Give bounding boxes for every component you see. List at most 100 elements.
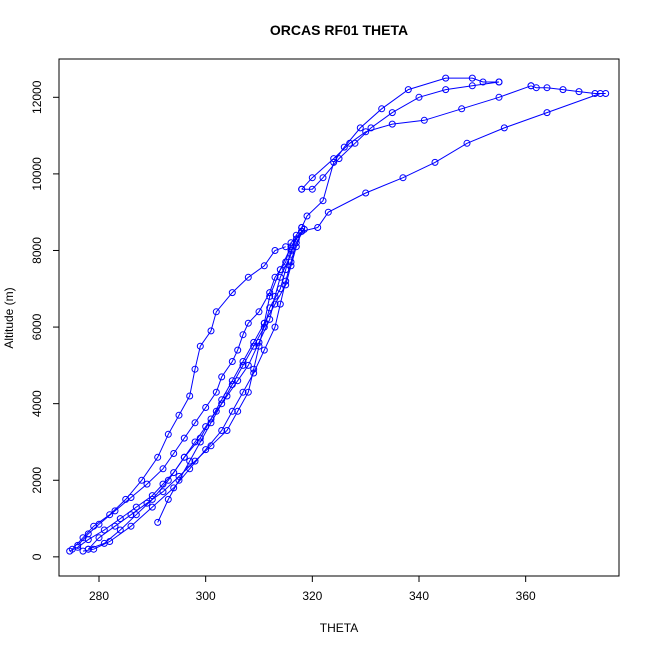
data-point [175, 476, 183, 484]
data-point [95, 520, 103, 528]
y-tick-label: 6000 [30, 313, 44, 340]
data-point [127, 511, 135, 519]
data-point [196, 342, 204, 350]
data-point [116, 515, 124, 523]
data-point [244, 361, 252, 369]
data-point [106, 511, 114, 519]
data-point [202, 446, 210, 454]
data-point [143, 499, 151, 507]
data-point [287, 247, 295, 254]
data-point [255, 342, 263, 350]
x-tick-label: 360 [516, 589, 536, 603]
series-line [82, 229, 305, 552]
y-tick-label: 0 [30, 553, 44, 560]
data-point [271, 247, 279, 254]
data-point [543, 84, 551, 92]
series-line [301, 81, 500, 190]
data-point [388, 120, 396, 128]
data-point [276, 266, 284, 274]
data-point [196, 438, 204, 446]
data-point [175, 411, 183, 419]
data-point [266, 304, 274, 312]
data-point [591, 90, 599, 97]
data-point [164, 495, 172, 503]
data-point [164, 430, 172, 438]
data-point [276, 300, 284, 308]
plot-area [66, 74, 610, 555]
data-point [180, 453, 188, 461]
y-tick-label: 10000 [30, 157, 44, 191]
data-point [388, 109, 396, 117]
data-point [420, 116, 428, 124]
data-point [138, 476, 146, 484]
data-point [559, 86, 567, 94]
data-point [218, 373, 226, 381]
data-point [298, 185, 306, 193]
series-line [530, 85, 606, 94]
data-point [271, 273, 279, 281]
data-point [228, 407, 236, 415]
data-point [159, 488, 167, 496]
data-point [111, 507, 119, 515]
data-point [271, 323, 279, 331]
data-point [282, 266, 290, 274]
data-point [463, 139, 471, 147]
data-point [314, 224, 322, 231]
data-point [207, 327, 215, 335]
series-line [88, 231, 303, 550]
data-point [271, 292, 279, 300]
chart-title: ORCAS RF01 THETA [270, 22, 408, 38]
data-point [218, 400, 226, 408]
data-point [330, 155, 338, 163]
data-point [191, 419, 199, 427]
data-point [170, 450, 178, 457]
data-point [84, 545, 92, 553]
data-point [239, 361, 247, 369]
data-point [132, 503, 140, 511]
series-line [69, 227, 303, 552]
data-point [132, 511, 140, 519]
series [298, 78, 503, 193]
data-point [170, 484, 178, 492]
data-point [228, 381, 236, 388]
data-point [79, 534, 87, 542]
data-point [415, 93, 423, 101]
data-point [308, 185, 316, 193]
y-axis-label: Altitude (m) [2, 287, 16, 348]
x-axis-label: THETA [320, 621, 358, 635]
data-point [84, 530, 92, 538]
x-tick-label: 320 [302, 589, 322, 603]
data-point [367, 124, 375, 132]
data-point [154, 518, 162, 526]
series-line [301, 93, 601, 232]
data-point [378, 105, 386, 113]
data-point [404, 86, 412, 94]
data-point [191, 457, 199, 465]
data-point [154, 453, 162, 461]
data-point [239, 331, 247, 339]
data-point [127, 494, 135, 501]
data-point [282, 281, 290, 289]
y-tick-label: 2000 [30, 467, 44, 494]
data-point [239, 388, 247, 396]
data-point [399, 174, 407, 182]
data-point [442, 74, 450, 82]
data-point [602, 90, 610, 97]
data-point [362, 128, 370, 136]
data-point [287, 262, 295, 270]
y-tick-label: 8000 [30, 237, 44, 264]
data-point [127, 522, 135, 530]
data-point [351, 139, 359, 147]
series-line [301, 77, 499, 228]
data-point [207, 419, 215, 427]
data-point [100, 526, 108, 534]
data-point [276, 285, 284, 293]
series-line [87, 231, 303, 550]
data-point [308, 174, 316, 182]
data-point [180, 434, 188, 442]
data-point [116, 526, 124, 534]
data-point [207, 442, 215, 450]
data-point [527, 82, 535, 90]
data-point [575, 88, 583, 96]
